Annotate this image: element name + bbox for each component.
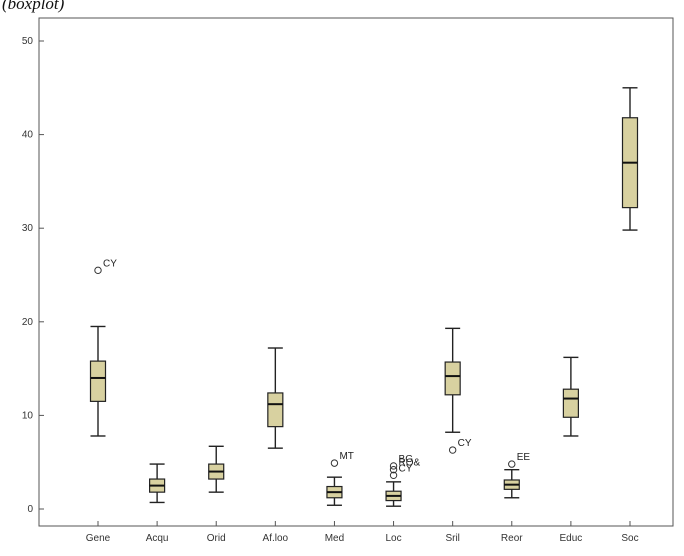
x-tick-label: Orid [207, 533, 226, 544]
outlier-label: CY [399, 463, 413, 474]
y-tick-label: 0 [27, 504, 33, 515]
x-tick-label: Sril [445, 533, 459, 544]
chart-caption: (boxplot) [2, 0, 65, 13]
y-tick-label: 10 [22, 410, 34, 421]
y-tick-label: 50 [22, 36, 34, 47]
outlier-label: RO& [399, 458, 421, 469]
box-body [444, 361, 461, 396]
outlier-label: CY [458, 438, 472, 449]
box-med [326, 476, 343, 506]
box-gene [89, 325, 107, 437]
outlier-point [508, 460, 516, 468]
y-tick-label: 20 [22, 317, 34, 328]
outlier-point [389, 462, 398, 470]
outlier-label: EE [517, 452, 531, 463]
box-soc [621, 87, 639, 231]
box-orid [208, 445, 225, 493]
x-tick-label: Loc [385, 533, 401, 544]
box-body [562, 388, 579, 418]
outlier-label: MT [339, 451, 353, 462]
outlier-point [448, 446, 457, 454]
box-body [89, 360, 107, 402]
x-tick-label: Educ [559, 533, 582, 544]
outlier-point [330, 459, 339, 467]
y-axis: 0 10 20 30 40 50 [22, 36, 44, 515]
box-sril [444, 327, 461, 433]
x-tick-label: Reor [501, 533, 523, 544]
outlier-point [94, 266, 102, 275]
x-axis: Gene Acqu Orid Af.loo Med Loc Sril Reor Educ Soc [86, 521, 639, 544]
outlier-point [389, 465, 398, 474]
y-tick-label: 40 [22, 130, 34, 141]
plot-area [38, 17, 674, 527]
x-tick-label: Soc [621, 533, 638, 544]
box-loc [385, 481, 402, 507]
outlier-label: BG [399, 454, 414, 465]
boxes-layer [89, 87, 639, 507]
x-tick-label: Af.loo [263, 533, 289, 544]
box-reor [503, 468, 520, 499]
y-tick-label: 30 [22, 223, 34, 234]
x-tick-label: Med [325, 533, 344, 544]
box-acqu [149, 463, 166, 504]
x-tick-label: Gene [86, 533, 111, 544]
x-tick-label: Acqu [146, 533, 169, 544]
outlier-point [389, 471, 398, 480]
box-educ [562, 356, 579, 437]
box-af-loo [267, 347, 284, 449]
box-body [267, 392, 284, 428]
outlier-label: CY [103, 258, 117, 269]
